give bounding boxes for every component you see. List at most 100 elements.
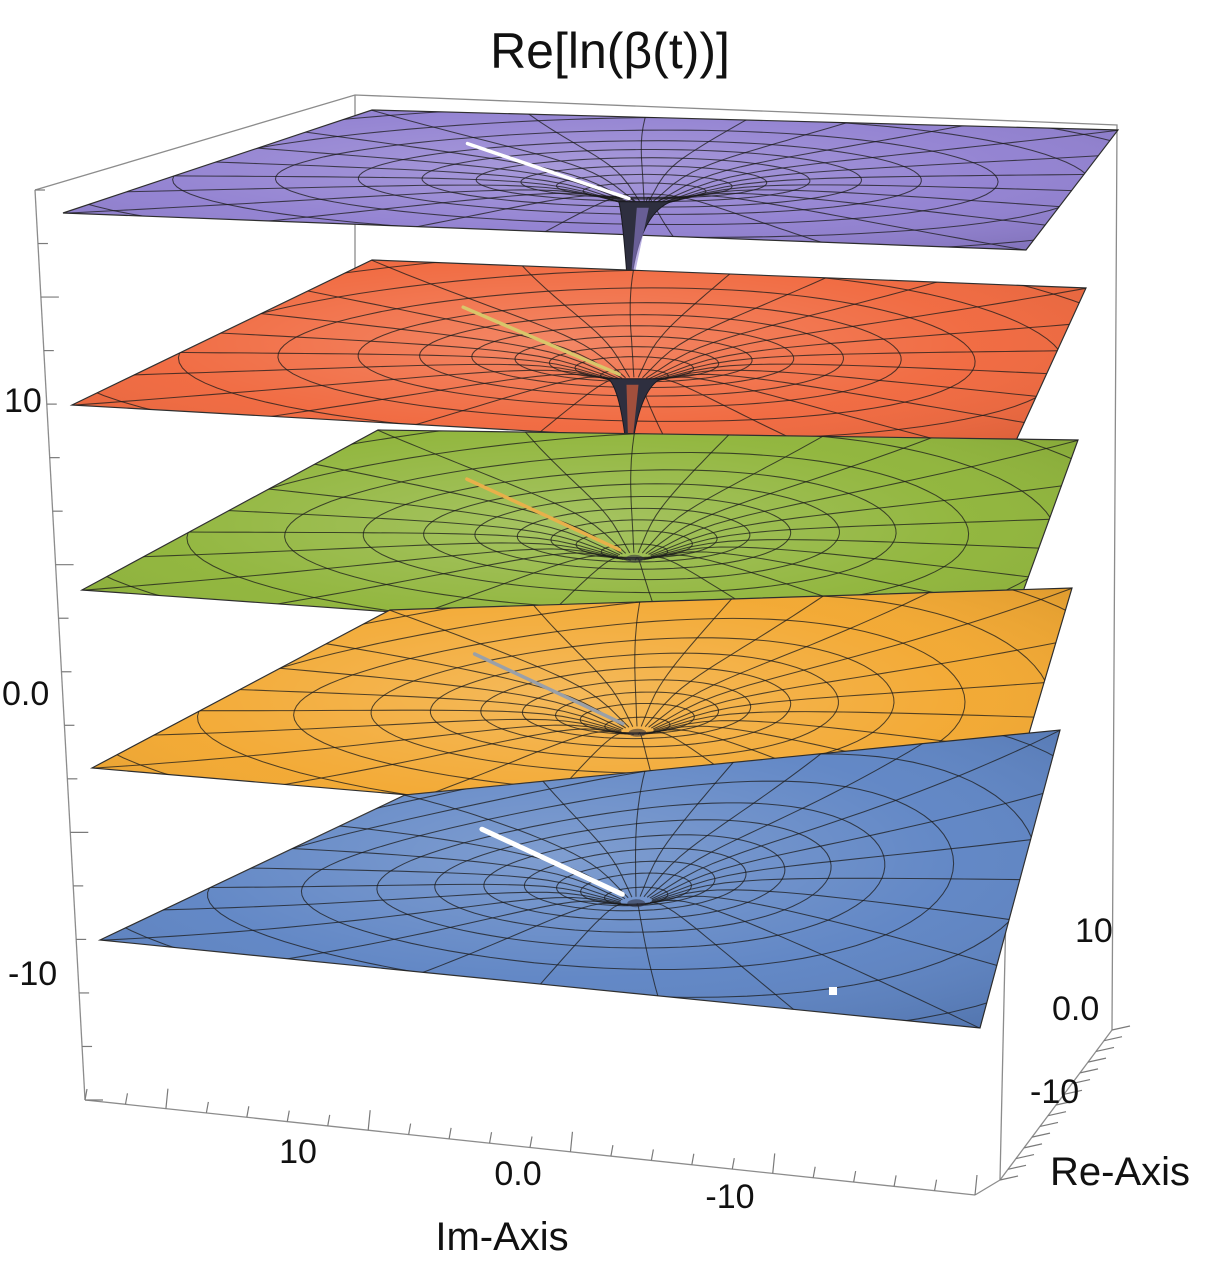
x-tick-14 (650, 1149, 654, 1161)
z-tick-label-10: 10 (4, 382, 42, 420)
axis-ticks (35, 189, 1131, 1196)
sheet-2-spoke-2 (652, 619, 1072, 730)
sheet-2-spoke-5 (644, 588, 894, 728)
sheet-3-spoke-6 (637, 430, 774, 554)
sheet-3-branch-cut (465, 477, 622, 552)
sheet-3-spoke-15 (82, 548, 621, 594)
sheet-2-spoke-6 (640, 588, 777, 727)
y-tick-0 (999, 1175, 1019, 1181)
y-tick-3 (1023, 1143, 1043, 1149)
sheet-3-spoke-1 (650, 511, 1078, 557)
sheet-3-funnel-center (625, 554, 644, 563)
y-tick-label-minus-10: -10 (1030, 1073, 1079, 1111)
x-tick-7 (367, 1110, 371, 1131)
x-tick-18 (812, 1166, 816, 1178)
y-tick-5 (1039, 1121, 1059, 1128)
marker-dot (829, 987, 837, 995)
x-tick-label-minus-10: -10 (705, 1178, 754, 1216)
sheet-3-spoke-23 (649, 546, 1078, 600)
x-tick-5 (286, 1110, 290, 1122)
sheet-3-spoke-8 (506, 430, 631, 554)
y-tick-label-10: 10 (1075, 912, 1113, 950)
sheet-5-spoke-23 (660, 189, 1118, 221)
sheet-5-spoke-9 (361, 110, 636, 203)
x-tick-0 (84, 1088, 88, 1101)
sheet-2-spoke-15 (92, 724, 624, 771)
x-tick-15 (691, 1153, 695, 1165)
x-tick-12 (569, 1131, 574, 1152)
sheet-1-spoke-5 (643, 730, 891, 898)
sheet-3-spoke-7 (630, 430, 644, 553)
sheet-2-spoke-7 (634, 588, 651, 727)
sheet-1-spoke-3 (649, 730, 1060, 899)
x-tick-19 (853, 1170, 857, 1183)
sheet-3-spoke-3 (648, 434, 1078, 555)
sheet-4-spoke-2 (650, 314, 1086, 381)
z-tick-label-minus-10: -10 (8, 955, 57, 993)
sheet-5-spike-highlight (629, 207, 649, 301)
sheet-1-spoke-23 (649, 889, 1060, 946)
sheet-4-spoke-3 (648, 284, 1086, 380)
sheet-1-funnel-center (627, 899, 646, 908)
sheet-2-branch-cut (472, 652, 625, 726)
y-tick-7 (1055, 1100, 1075, 1106)
sheet-4-spoke-15 (72, 369, 621, 408)
sheet-1-spoke-2 (651, 762, 1060, 900)
x-tick-3 (205, 1101, 209, 1114)
sheet-5-spoke-15 (63, 189, 630, 216)
x-tick-2 (165, 1088, 169, 1109)
sheet-5-branch-cut (465, 141, 631, 201)
sheet-3-spoke-2 (650, 470, 1078, 556)
x-tick-20 (893, 1175, 897, 1187)
y-tick-1 (1007, 1164, 1027, 1170)
sheet-3-spoke-9 (368, 430, 627, 554)
z-tick-label-0: 0.0 (2, 675, 49, 713)
y-tick-12 (1095, 1046, 1115, 1053)
sheet-4-spoke-0 (650, 363, 1086, 384)
y-tick-2 (1015, 1153, 1035, 1160)
y-tick-4 (1031, 1132, 1051, 1138)
sheet-1-mesh (100, 730, 1060, 1028)
sheet-4-branch-cut (461, 305, 621, 377)
x-tick-1 (124, 1093, 129, 1105)
sheet-4-spoke-6 (637, 260, 775, 378)
sheet-4-spoke-1 (651, 347, 1086, 382)
sheet-1 (97, 729, 1061, 1029)
sheet-2-spoke-1 (653, 668, 1072, 731)
sheet-3-spoke-5 (641, 430, 894, 554)
sheet-1-spoke-9 (396, 792, 629, 899)
x-tick-9 (448, 1127, 452, 1139)
sheet-4-spoke-9 (362, 260, 626, 379)
sheet-2-spoke-3 (651, 588, 1072, 729)
sheet-5-spoke-1 (662, 172, 1118, 205)
y-axis-label: Re-Axis (1050, 1150, 1190, 1194)
sheet-5-spoke-0 (661, 184, 1118, 205)
sheet-5-spoke-6 (648, 110, 794, 202)
sheet-3-spoke-0 (650, 539, 1078, 558)
x-tick-13 (610, 1145, 614, 1157)
x-tick-label-0: 0.0 (494, 1155, 541, 1193)
chart-title: Re[ln(β(t))] (490, 23, 730, 79)
sheet-2-spoke-9 (381, 606, 630, 728)
x-tick-17 (772, 1153, 776, 1174)
y-tick-8 (1063, 1089, 1083, 1095)
y-tick-6 (1047, 1111, 1067, 1117)
x-tick-11 (529, 1136, 533, 1148)
sheet-1-branch-cut (479, 826, 625, 897)
y-tick-11 (1087, 1057, 1107, 1063)
y-tick-9 (1071, 1078, 1091, 1085)
y-tick-10 (1079, 1068, 1099, 1074)
x-tick-21 (933, 1179, 938, 1191)
x-tick-10 (488, 1132, 493, 1144)
y-tick-label-0: 0.0 (1052, 990, 1099, 1028)
sheet-2-spoke-4 (648, 588, 999, 728)
sheet-1-spoke-1 (651, 817, 1060, 901)
sheet-5 (62, 109, 1120, 306)
x-tick-8 (408, 1123, 412, 1135)
y-tick-13 (1103, 1036, 1123, 1042)
sheet-5-spoke-2 (661, 148, 1118, 204)
surface-sheets (62, 109, 1120, 1029)
sheet-4-spoke-7 (629, 260, 643, 378)
sheet-2-spoke-23 (651, 720, 1072, 777)
